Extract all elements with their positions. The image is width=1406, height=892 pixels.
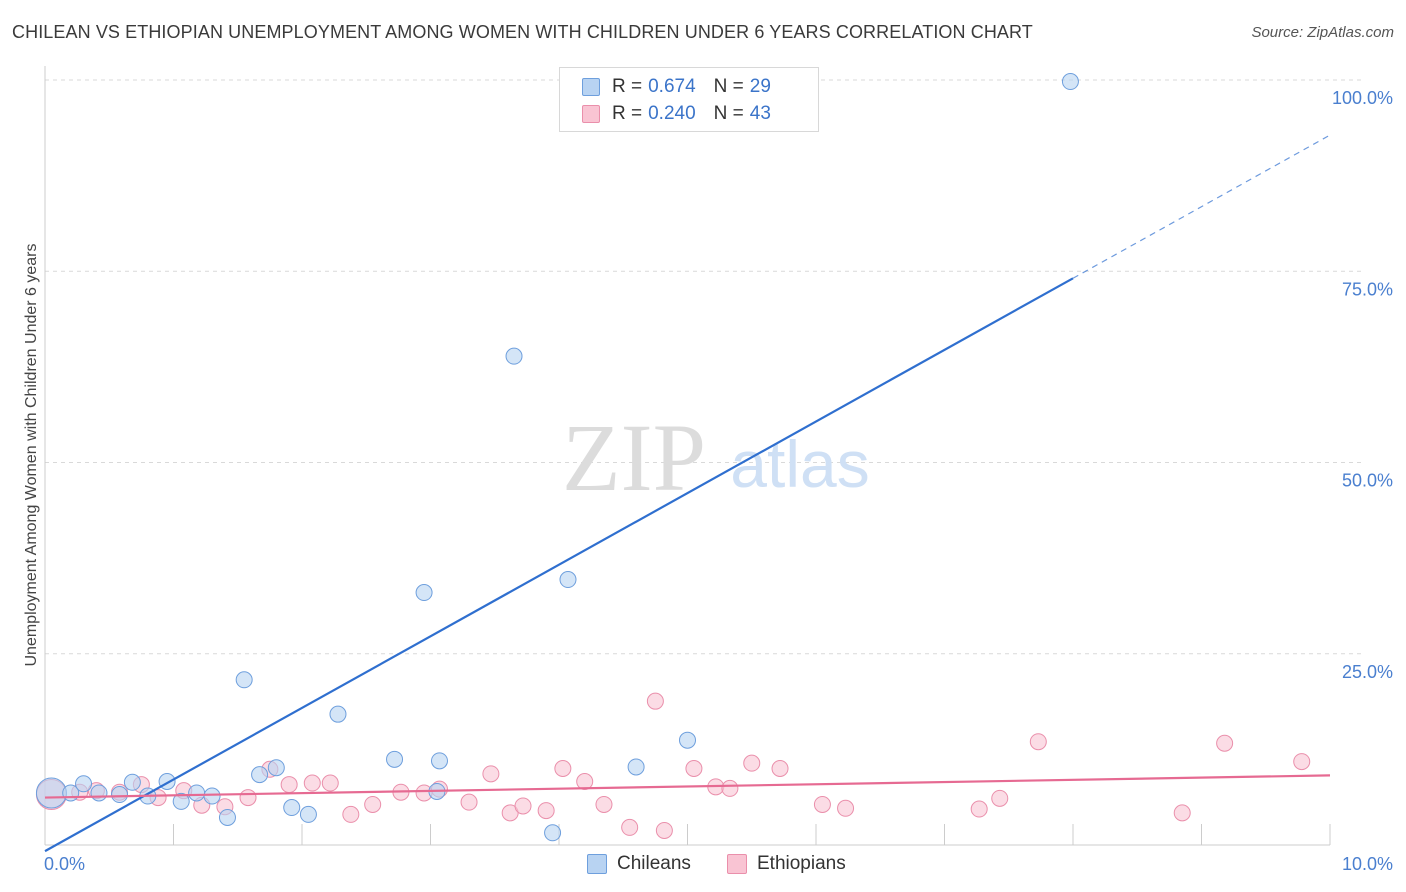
ethiopian-point (460, 793, 478, 811)
ethiopian-point (646, 692, 664, 710)
y-axis-label: Unemployment Among Women with Children U… (23, 243, 40, 666)
y-tick-label: 25.0% (1342, 662, 1393, 682)
ethiopian-point (1293, 753, 1311, 771)
n-label: N = (713, 103, 744, 124)
chilean-point (35, 777, 67, 809)
ethiopians-swatch (582, 105, 600, 123)
chilean-point (218, 808, 236, 826)
chilean-point (1061, 73, 1079, 91)
ethiopians-legend-swatch (727, 854, 747, 874)
chilean-point (251, 766, 269, 784)
ethiopian-point (321, 774, 339, 792)
legend-item-chileans[interactable]: Chileans (587, 852, 691, 876)
chileans-trend-line (44, 277, 1074, 853)
trend-lines (44, 134, 1331, 853)
chileans-swatch (582, 78, 600, 96)
legend-item-ethiopians[interactable]: Ethiopians (727, 852, 846, 876)
chilean-point (267, 759, 285, 777)
ethiopian-point (771, 760, 789, 777)
legend-row-chileans: R = 0.674 N = 29 (582, 75, 771, 99)
y-tick-label: 50.0% (1342, 471, 1393, 491)
ethiopian-point (991, 789, 1009, 807)
chilean-point (544, 824, 562, 842)
ethiopian-point (837, 799, 855, 817)
chileans-legend-label: Chileans (617, 853, 691, 874)
y-tick-label: 75.0% (1342, 279, 1393, 299)
ethiopian-point (813, 795, 831, 813)
ethiopian-point (364, 795, 382, 813)
tick-labels: 25.0% 50.0% 75.0% 100.0% 0.0% 10.0% (44, 88, 1393, 874)
y-tick-label: 100.0% (1332, 88, 1393, 108)
ethiopian-point (743, 754, 761, 772)
chilean-point (203, 787, 221, 805)
watermark-atlas: atlas (730, 427, 869, 501)
legend-row-ethiopians: R = 0.240 N = 43 (582, 102, 771, 126)
chilean-point (559, 571, 577, 589)
ethiopian-point (303, 774, 321, 792)
ethiopian-point (1029, 733, 1047, 751)
ethiopian-point (482, 765, 500, 783)
ethiopian-point (342, 805, 360, 823)
r-value: 0.674 (648, 76, 696, 97)
r-label: R = (612, 103, 643, 124)
chileans-legend-swatch (587, 854, 607, 874)
chilean-point (430, 752, 448, 770)
n-value: 43 (749, 103, 771, 124)
chilean-point (90, 784, 108, 802)
chileans-points (35, 73, 1079, 842)
ethiopian-point (280, 776, 298, 794)
watermark-zip: ZIP (562, 404, 706, 511)
ethiopian-point (1216, 734, 1234, 752)
chilean-point (299, 805, 317, 823)
n-value: 29 (749, 76, 771, 97)
ethiopians-trend-line (44, 774, 1331, 799)
ethiopians-legend-label: Ethiopians (757, 853, 846, 874)
axes (44, 66, 1331, 846)
chilean-point (123, 773, 141, 791)
chilean-point (75, 775, 93, 793)
chilean-point (172, 792, 190, 810)
chilean-point (627, 758, 645, 776)
chilean-point (235, 671, 253, 689)
ethiopian-point (576, 773, 594, 791)
ethiopian-point (554, 760, 572, 777)
x-tick-label: 0.0% (44, 854, 85, 874)
ethiopian-point (1173, 804, 1191, 822)
chilean-point (415, 584, 433, 602)
ethiopian-point (239, 789, 257, 807)
chilean-point (329, 705, 347, 723)
ethiopian-point (514, 797, 532, 815)
source-label: Source: ZipAtlas.com (1251, 24, 1394, 41)
n-label: N = (713, 76, 744, 97)
grid-lines (45, 79, 1365, 655)
r-label: R = (612, 76, 643, 97)
ethiopian-point (621, 818, 639, 836)
ethiopian-point (537, 802, 555, 820)
x-tick-label: 10.0% (1342, 854, 1393, 874)
ethiopian-point (595, 795, 613, 813)
correlation-legend: R = 0.674 N = 29 R = 0.240 N = 43 (559, 67, 819, 132)
ethiopian-point (655, 821, 673, 839)
chilean-point (188, 784, 206, 802)
ethiopian-point (685, 760, 703, 777)
chileans-trend-extension (1072, 134, 1331, 279)
ethiopian-point (721, 779, 739, 797)
r-value: 0.240 (648, 103, 696, 124)
chilean-point (679, 731, 696, 749)
chilean-point (505, 347, 523, 365)
chilean-point (111, 786, 129, 804)
ethiopian-point (970, 800, 988, 818)
chart-title: CHILEAN VS ETHIOPIAN UNEMPLOYMENT AMONG … (12, 22, 1033, 42)
chilean-point (386, 750, 404, 768)
chilean-point (283, 799, 301, 817)
